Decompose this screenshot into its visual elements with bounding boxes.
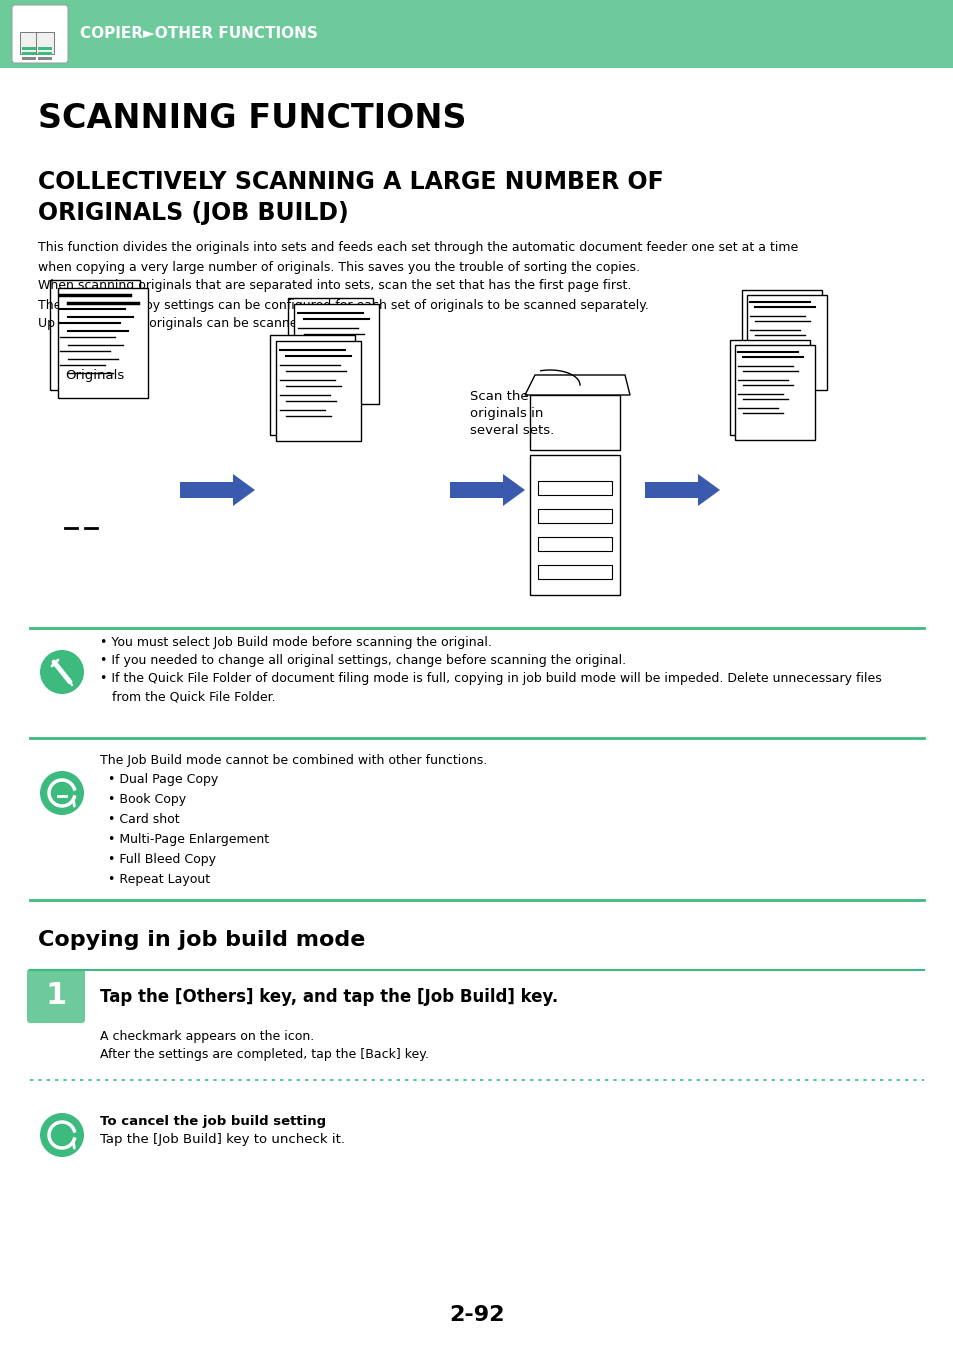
Polygon shape [524,375,629,396]
Bar [537,481,612,495]
Text: — 1 —: — 1 — [312,378,348,387]
Ellipse shape [40,649,84,694]
Bar [288,298,373,398]
Text: 1: 1 [46,981,67,1011]
Text: Scan the: Scan the [470,390,528,404]
FancyBboxPatch shape [12,5,68,63]
Text: This function divides the originals into sets and feeds each set through the aut: This function divides the originals into… [38,242,798,255]
Text: • If you needed to change all original settings, change before scanning the orig: • If you needed to change all original s… [100,653,625,667]
Bar [22,47,36,50]
Text: • Card shot: • Card shot [108,813,179,826]
Bar [450,482,502,498]
Bar [741,290,821,385]
Bar [58,288,148,398]
Bar [746,296,826,390]
Bar [537,509,612,522]
Text: • You must select Job Build mode before scanning the original.: • You must select Job Build mode before … [100,636,492,649]
Text: Originals: Originals [66,369,125,382]
Text: After the settings are completed, tap the [Back] key.: After the settings are completed, tap th… [100,1048,429,1061]
Text: — 1 —: — 1 — [751,418,787,428]
Bar [50,279,140,390]
Ellipse shape [40,1112,84,1157]
Text: Up to 100 sets of originals can be scanned for one job.: Up to 100 sets of originals can be scann… [38,317,380,331]
Text: —101—: —101— [291,414,334,425]
Ellipse shape [40,771,84,815]
Text: Tap the [Others] key, and tap the [Job Build] key.: Tap the [Others] key, and tap the [Job B… [100,988,558,1006]
Text: when copying a very large number of originals. This saves you the trouble of sor: when copying a very large number of orig… [38,261,639,274]
Bar [729,340,809,435]
Bar [530,455,619,595]
Text: The Job Build mode cannot be combined with other functions.: The Job Build mode cannot be combined wi… [100,755,487,767]
Text: several sets.: several sets. [470,424,554,437]
Polygon shape [233,474,254,506]
Bar [537,537,612,551]
Text: originals in: originals in [470,406,543,420]
Bar [270,335,355,435]
Bar [180,482,233,498]
Text: ORIGINALS (JOB BUILD): ORIGINALS (JOB BUILD) [38,201,349,225]
Polygon shape [502,474,524,506]
Text: COLLECTIVELY SCANNING A LARGE NUMBER OF: COLLECTIVELY SCANNING A LARGE NUMBER OF [38,170,663,194]
Text: • Book Copy: • Book Copy [108,792,186,806]
Bar [38,47,52,50]
Bar [537,566,612,579]
Text: COPIER►OTHER FUNCTIONS: COPIER►OTHER FUNCTIONS [80,27,317,42]
Bar [0,0,953,68]
Bar [38,53,52,55]
Text: When scanning originals that are separated into sets, scan the set that has the : When scanning originals that are separat… [38,279,631,293]
Text: The individual copy settings can be configured for each set of originals to be s: The individual copy settings can be conf… [38,298,648,312]
Bar [20,32,38,54]
Bar [22,53,36,55]
Text: • If the Quick File Folder of document filing mode is full, copying in job build: • If the Quick File Folder of document f… [100,672,881,684]
Bar [530,396,619,450]
Bar [644,482,698,498]
Text: • Dual Page Copy: • Dual Page Copy [108,774,218,786]
Bar [36,32,54,54]
Text: • Repeat Layout: • Repeat Layout [108,873,210,886]
Bar [22,57,36,59]
Bar [275,342,360,441]
Polygon shape [698,474,720,506]
Text: A checkmark appears on the icon.: A checkmark appears on the icon. [100,1030,314,1044]
Text: To cancel the job build setting: To cancel the job build setting [100,1115,326,1129]
Text: Copying in job build mode: Copying in job build mode [38,930,365,950]
Text: 2-92: 2-92 [449,1305,504,1324]
Bar [734,346,814,440]
Text: Tap the [Job Build] key to uncheck it.: Tap the [Job Build] key to uncheck it. [100,1133,345,1146]
Bar [294,304,378,404]
Text: • Full Bleed Copy: • Full Bleed Copy [108,853,215,865]
Text: SCANNING FUNCTIONS: SCANNING FUNCTIONS [38,101,466,135]
Text: • Multi-Page Enlargement: • Multi-Page Enlargement [108,833,269,846]
Text: from the Quick File Folder.: from the Quick File Folder. [100,690,275,703]
FancyBboxPatch shape [27,969,85,1023]
Bar [38,57,52,59]
Text: — 1 —: — 1 — [763,369,800,378]
